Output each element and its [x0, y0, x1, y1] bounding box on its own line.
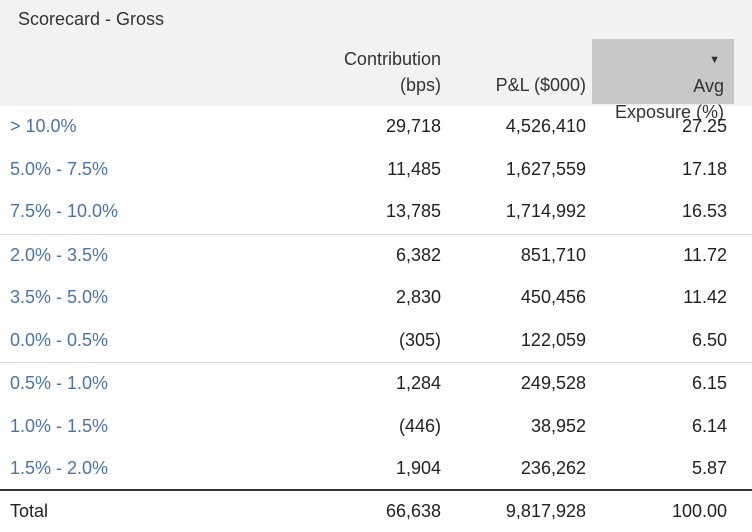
scorecard-header: Scorecard - Gross Contribution (bps) P&L…: [0, 0, 752, 122]
cell-pnl: 450,456: [520, 287, 586, 307]
cell-contribution: 1,284: [395, 373, 441, 393]
exposure-line1-text: Avg: [693, 76, 724, 96]
cell-contribution: 6,382: [395, 244, 441, 265]
cell-contribution: 1,904: [395, 458, 441, 478]
cell-pnl: 122,059: [520, 329, 586, 350]
cell-pnl: 1,627,559: [505, 158, 586, 179]
cell-exposure: 17.18: [681, 158, 727, 179]
cell-pnl: 38,952: [530, 415, 586, 436]
table-row: 3.5% - 5.0% 2,830 450,456 11.42: [0, 277, 752, 320]
row-label-link[interactable]: 2.0% - 3.5%: [10, 244, 109, 265]
cell-contribution: 2,830: [395, 287, 441, 307]
row-label-link[interactable]: 0.5% - 1.0%: [10, 373, 109, 393]
cell-pnl: 236,262: [520, 458, 586, 478]
row-label-link[interactable]: 7.5% - 10.0%: [10, 201, 119, 221]
table-row: 2.0% - 3.5% 6,382 851,710 11.72: [0, 233, 752, 278]
cell-exposure: 16.53: [681, 201, 727, 221]
row-label-link[interactable]: 3.5% - 5.0%: [10, 287, 109, 307]
total-row: Total 66,638 9,817,928 100.00: [0, 489, 752, 532]
cell-pnl: 4,526,410: [505, 116, 586, 136]
column-header-contribution[interactable]: Contribution (bps): [344, 46, 441, 98]
cell-exposure: 6.50: [691, 329, 727, 350]
cell-exposure: 6.15: [691, 373, 727, 393]
cell-pnl: 249,528: [520, 373, 586, 393]
column-header-contribution-line1: Contribution: [343, 49, 441, 69]
column-header-pnl[interactable]: P&L ($000): [496, 72, 586, 98]
table-row: 1.5% - 2.0% 1,904 236,262 5.87: [0, 448, 752, 491]
cell-contribution: (305): [398, 329, 441, 350]
total-exposure: 100.00: [671, 501, 727, 521]
column-header-pnl-label: P&L ($000): [495, 75, 586, 95]
sort-desc-icon: ▼: [709, 54, 720, 66]
row-label-link[interactable]: 5.0% - 7.5%: [10, 158, 109, 179]
table-row: 7.5% - 10.0% 13,785 1,714,992 16.53: [0, 191, 752, 234]
row-label-link[interactable]: 1.0% - 1.5%: [10, 415, 109, 436]
table-row: 0.5% - 1.0% 1,284 249,528 6.15: [0, 362, 752, 406]
cell-pnl: 851,710: [520, 244, 586, 265]
table-row: > 10.0% 29,718 4,526,410 27.25: [0, 106, 752, 149]
cell-exposure: 11.72: [683, 244, 727, 265]
table-row: 0.0% - 0.5% (305) 122,059 6.50: [0, 320, 752, 363]
row-label-link[interactable]: 1.5% - 2.0%: [10, 458, 109, 478]
cell-exposure: 5.87: [691, 458, 727, 478]
cell-exposure: 11.42: [683, 287, 727, 307]
cell-exposure: 6.14: [691, 415, 727, 436]
total-label: Total: [10, 501, 49, 521]
scorecard-table-body: > 10.0% 29,718 4,526,410 27.25 5.0% - 7.…: [0, 106, 752, 491]
total-contribution: 66,638: [385, 501, 441, 521]
panel-title: Scorecard - Gross: [18, 9, 165, 29]
cell-contribution: 13,785: [385, 201, 441, 221]
total-pnl: 9,817,928: [505, 501, 586, 521]
column-header-exposure-line2: Exposure (%): [614, 102, 724, 122]
row-label-link[interactable]: 0.0% - 0.5%: [10, 329, 109, 350]
cell-contribution: 29,718: [385, 116, 441, 136]
row-label-link[interactable]: > 10.0%: [10, 116, 77, 136]
table-row: 5.0% - 7.5% 11,485 1,627,559 17.18: [0, 149, 752, 192]
cell-exposure: 27.25: [681, 116, 727, 136]
column-header-exposure-line1: ▼ Avg: [592, 47, 724, 99]
cell-contribution: 11,485: [387, 158, 441, 179]
column-header-avg-exposure[interactable]: ▼ Avg Exposure (%): [592, 39, 734, 122]
cell-contribution: (446): [398, 415, 441, 436]
table-row: 1.0% - 1.5% (446) 38,952 6.14: [0, 406, 752, 449]
column-header-contribution-line2: (bps): [399, 75, 441, 95]
cell-pnl: 1,714,992: [505, 201, 586, 221]
